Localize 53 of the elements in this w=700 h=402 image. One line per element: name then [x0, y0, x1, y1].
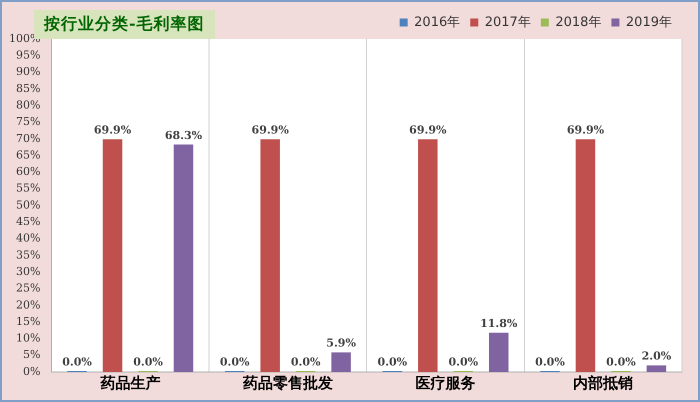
x-tick-label: 医疗服务 — [416, 374, 476, 392]
y-tick-label: 80% — [16, 98, 40, 112]
y-tick-label: 0% — [22, 364, 40, 378]
y-tick-label: 40% — [16, 232, 40, 245]
data-label: 0.0% — [62, 355, 92, 368]
y-tick-label: 20% — [16, 298, 40, 312]
y-tick-label: 65% — [16, 148, 40, 162]
bar — [488, 332, 508, 372]
data-label: 0.0% — [133, 355, 164, 368]
y-tick-label: 10% — [16, 332, 40, 345]
bar — [418, 139, 438, 372]
y-tick-label: 70% — [16, 132, 40, 145]
chart-title: 按行业分类-毛利率图 — [44, 14, 205, 33]
y-tick-label: 95% — [16, 48, 40, 62]
y-tick-label: 5% — [22, 348, 40, 362]
y-tick-label: 15% — [16, 314, 40, 328]
bar — [102, 139, 122, 372]
y-tick-label: 60% — [16, 165, 40, 178]
legend-label: 2019年 — [626, 14, 672, 30]
bar — [576, 139, 596, 372]
y-tick-label: 75% — [16, 115, 40, 128]
data-label: 5.9% — [326, 336, 356, 350]
data-label: 0.0% — [448, 355, 479, 368]
data-label: 0.0% — [290, 355, 321, 368]
x-tick-label: 药品零售批发 — [242, 374, 333, 392]
legend-label: 2018年 — [555, 14, 602, 30]
y-tick-label: 25% — [16, 282, 40, 295]
data-label: 69.9% — [566, 124, 605, 137]
data-label: 69.9% — [409, 124, 447, 137]
x-tick-label: 药品生产 — [99, 374, 160, 392]
y-tick-label: 55% — [16, 182, 40, 195]
y-tick-label: 45% — [16, 215, 40, 228]
y-tick-label: 35% — [16, 248, 40, 262]
bar — [174, 144, 194, 372]
data-label: 2.0% — [642, 350, 672, 363]
legend-label: 2017年 — [484, 14, 531, 30]
legend-label: 2016年 — [414, 14, 460, 30]
data-label: 11.8% — [480, 317, 518, 330]
y-tick-label: 50% — [16, 198, 40, 212]
y-tick-label: 30% — [16, 264, 40, 278]
data-label: 0.0% — [378, 355, 408, 368]
bar — [646, 365, 666, 372]
x-tick-label: 内部抵销 — [573, 374, 634, 392]
data-label: 0.0% — [535, 355, 566, 368]
y-tick-label: 85% — [16, 82, 40, 95]
data-label: 69.9% — [94, 124, 132, 137]
y-tick-label: 90% — [16, 65, 40, 78]
data-label: 68.3% — [164, 128, 203, 142]
data-label: 69.9% — [252, 124, 290, 137]
data-label: 0.0% — [220, 355, 250, 368]
bar — [331, 352, 351, 372]
data-label: 0.0% — [606, 355, 636, 368]
bar — [260, 139, 280, 372]
